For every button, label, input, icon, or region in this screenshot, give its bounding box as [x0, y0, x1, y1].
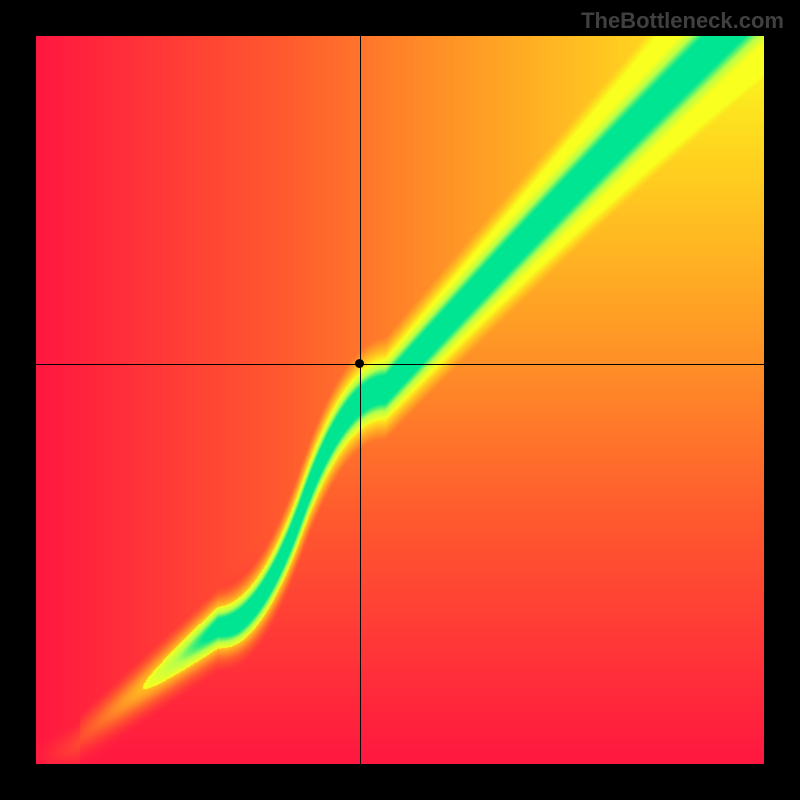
watermark-text: TheBottleneck.com — [581, 8, 784, 34]
crosshair-horizontal — [36, 364, 764, 365]
bottleneck-heatmap — [36, 36, 764, 764]
crosshair-vertical — [360, 36, 361, 764]
chart-container: TheBottleneck.com — [0, 0, 800, 800]
